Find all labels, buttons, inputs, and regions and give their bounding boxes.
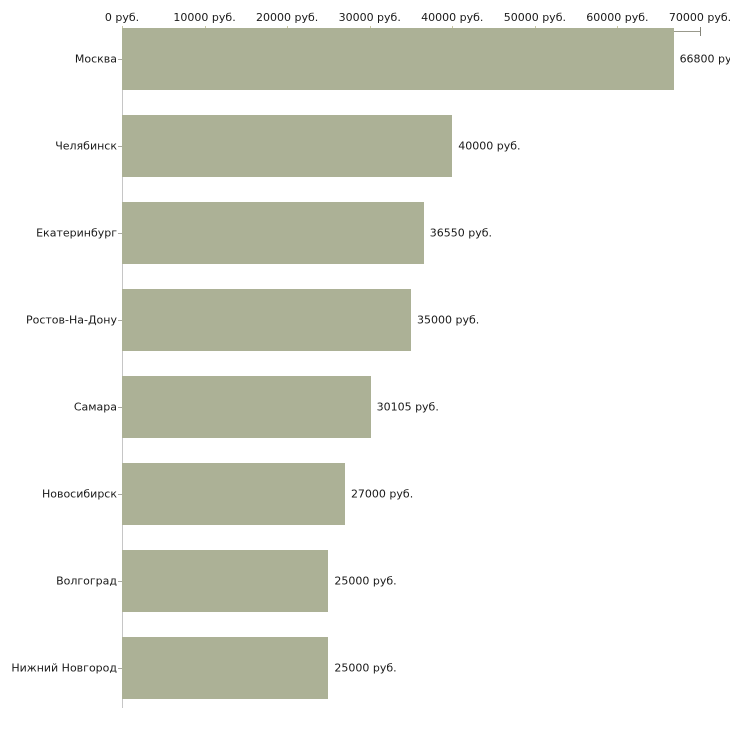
category-tick (118, 407, 122, 408)
bar (122, 376, 371, 438)
x-axis-tick-label: 0 руб. (104, 11, 140, 24)
bar (122, 289, 411, 351)
category-label: Волгоград (56, 574, 117, 588)
value-label: 25000 руб. (334, 661, 397, 675)
x-axis-tick-label: 70000 руб. (668, 11, 730, 24)
category-tick (118, 668, 122, 669)
value-label: 27000 руб. (350, 487, 414, 501)
value-label: 25000 руб. (334, 574, 397, 588)
category-label: Москва (74, 52, 117, 66)
category-label: Челябинск (55, 139, 117, 153)
value-label: 35000 руб. (417, 313, 480, 327)
category-tick (118, 320, 122, 321)
bar (122, 115, 453, 177)
x-axis-tick-label: 10000 руб. (173, 11, 236, 24)
bar (122, 550, 329, 612)
bar (122, 202, 424, 264)
category-tick (118, 233, 122, 234)
category-label: Екатеринбург (36, 226, 117, 240)
category-label: Нижний Новгород (11, 661, 117, 675)
x-axis-tick-label: 60000 руб. (586, 11, 649, 24)
category-tick (118, 581, 122, 582)
x-axis-tick-label: 20000 руб. (256, 11, 319, 24)
bar (122, 28, 674, 90)
category-label: Новосибирск (41, 487, 117, 501)
value-label: 40000 руб. (458, 139, 521, 153)
x-axis-end-tick (700, 27, 701, 36)
x-axis-tick-label: 50000 руб. (503, 11, 566, 24)
value-label: 36550 руб. (429, 226, 493, 240)
x-axis-tick-label: 40000 руб. (421, 11, 484, 24)
y-axis-line (122, 31, 123, 708)
category-tick (118, 59, 122, 60)
category-tick (118, 146, 122, 147)
bar (122, 463, 345, 525)
category-label: Самара (73, 400, 117, 414)
bar (122, 637, 329, 699)
category-tick (118, 494, 122, 495)
value-label: 66800 руб. (679, 52, 730, 66)
value-label: 30105 руб. (376, 400, 439, 414)
category-label: Ростов-На-Дону (25, 313, 117, 327)
x-axis-tick-label: 30000 руб. (338, 11, 401, 24)
